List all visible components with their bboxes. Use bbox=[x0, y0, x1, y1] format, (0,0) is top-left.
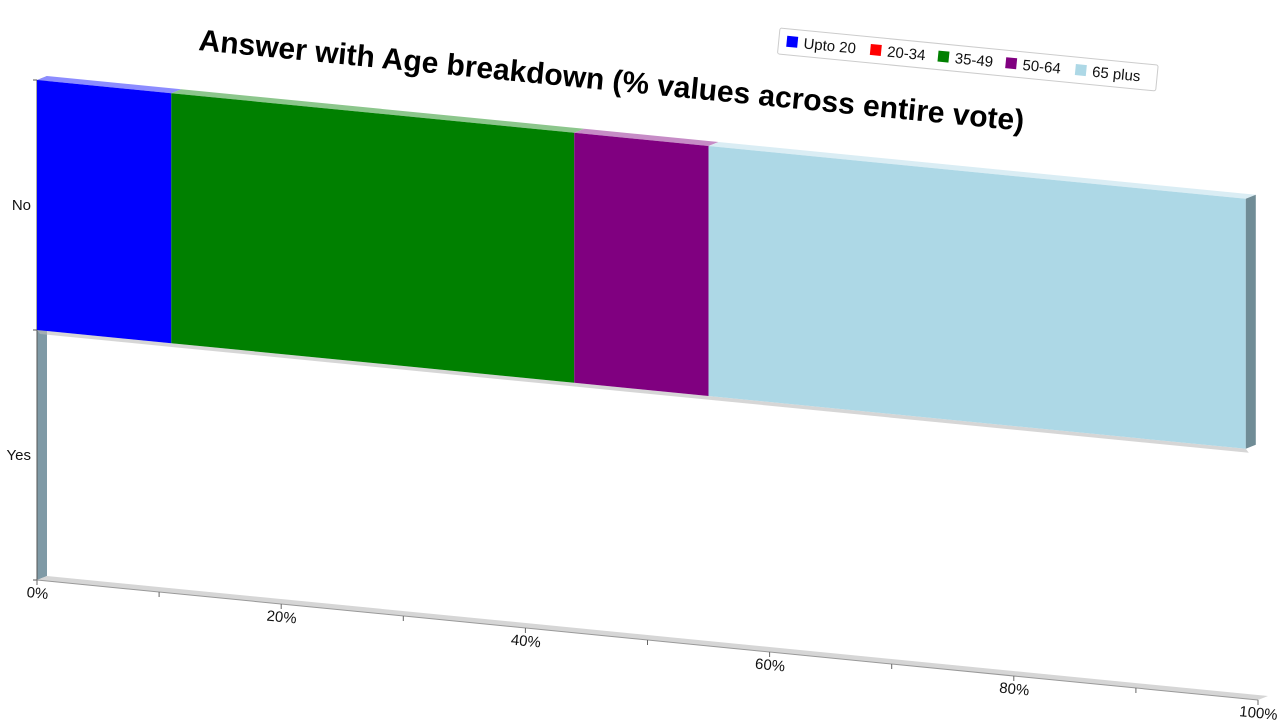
bar-shadow bbox=[37, 330, 175, 348]
bar-end-face bbox=[1245, 194, 1256, 449]
bar-segment-no-35-49 bbox=[171, 89, 585, 387]
bar-front-face bbox=[708, 146, 1246, 449]
bars bbox=[37, 76, 1256, 453]
bar-top-face bbox=[708, 142, 1256, 199]
value-tick-label: 100% bbox=[1239, 703, 1279, 720]
bar-segment-no-50-64 bbox=[574, 128, 719, 400]
legend-swatch bbox=[786, 35, 799, 48]
value-tick-label: 80% bbox=[998, 680, 1030, 700]
bar-segment-no-65-plus bbox=[708, 142, 1256, 453]
legend-item-65-plus: 65 plus bbox=[1074, 64, 1141, 86]
value-tick-label: 0% bbox=[26, 584, 49, 603]
bar-shadow bbox=[708, 396, 1249, 453]
category-label-no: No bbox=[12, 197, 31, 214]
legend-swatch bbox=[937, 50, 950, 63]
value-tick-label: 20% bbox=[266, 608, 298, 628]
legend-box bbox=[777, 27, 1159, 92]
legend-label: 35-49 bbox=[954, 50, 994, 71]
legend-label: Upto 20 bbox=[803, 35, 857, 57]
value-tick-label: 40% bbox=[510, 632, 542, 652]
bar-top-face bbox=[37, 76, 182, 94]
floor bbox=[37, 576, 1268, 700]
category-label-yes: Yes bbox=[7, 447, 31, 464]
bar-shadow bbox=[574, 382, 712, 400]
bar-segment-no-upto-20 bbox=[37, 76, 182, 348]
bar-front-face bbox=[37, 80, 172, 344]
legend-label: 20-34 bbox=[886, 44, 926, 65]
bar-top-face bbox=[574, 128, 719, 146]
category-ticks bbox=[33, 79, 37, 581]
bar-top-face bbox=[171, 89, 585, 133]
legend-swatch bbox=[1005, 57, 1018, 70]
value-ticks bbox=[36, 580, 1259, 705]
chart-plot-area: No Yes 0% 20% 40% 60% 80% 100% bbox=[7, 76, 1279, 720]
legend-item-20-34: 20-34 bbox=[869, 43, 926, 65]
legend-item-35-49: 35-49 bbox=[937, 50, 994, 71]
legend-label: 50-64 bbox=[1022, 57, 1062, 78]
bar-front-face bbox=[171, 93, 575, 383]
bar-shadow bbox=[171, 343, 578, 387]
legend: Upto 20 20-34 35-49 50-64 65 plus bbox=[777, 27, 1159, 92]
legend-label: 65 plus bbox=[1091, 64, 1141, 86]
legend-items: Upto 20 20-34 35-49 50-64 65 plus bbox=[786, 35, 1141, 86]
category-labels: No Yes bbox=[7, 197, 31, 464]
legend-swatch bbox=[869, 43, 882, 56]
value-tick-labels: 0% 20% 40% 60% 80% 100% bbox=[26, 584, 1279, 720]
legend-item-upto-20: Upto 20 bbox=[786, 35, 857, 57]
legend-item-50-64: 50-64 bbox=[1005, 57, 1062, 78]
legend-swatch bbox=[1074, 64, 1087, 77]
value-tick-label: 60% bbox=[754, 656, 786, 676]
bar-front-face bbox=[574, 132, 709, 397]
